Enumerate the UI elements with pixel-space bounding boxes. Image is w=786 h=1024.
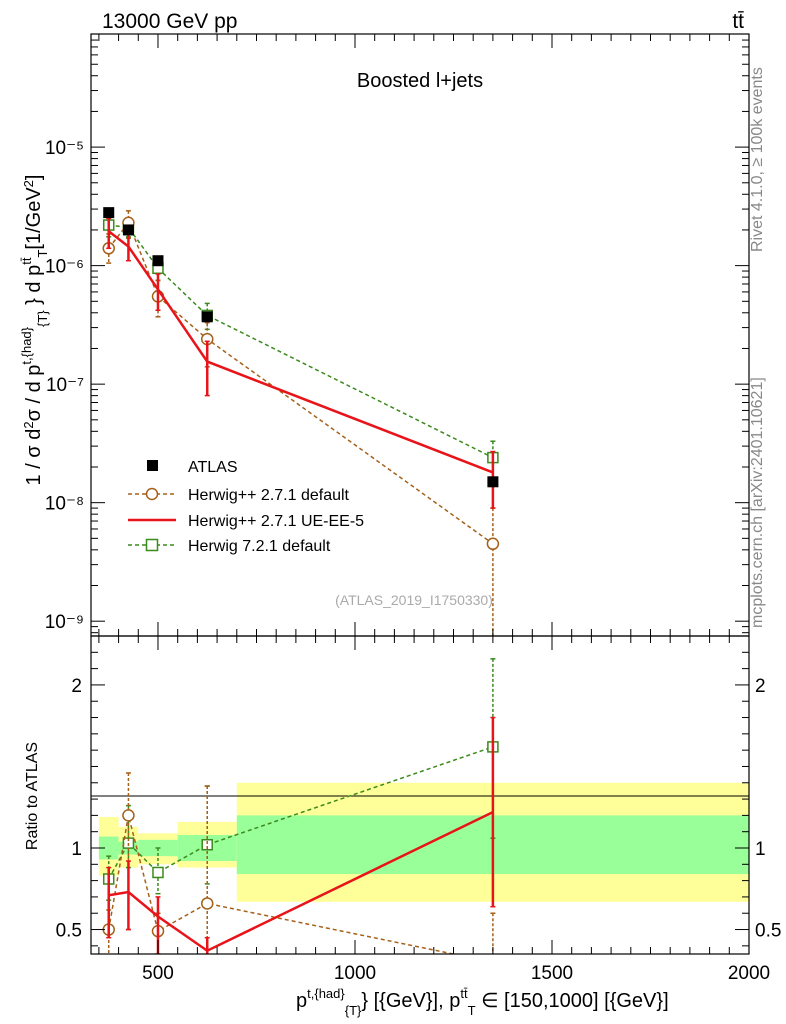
ratio-point-herwig-7-2-1-default-3 bbox=[201, 838, 213, 851]
axes-layer: 10⁻⁹ 10⁻⁸ 10⁻⁷ 10⁻⁶ 10⁻⁵ 500 1000 1500 2000 0.5 0.… bbox=[45, 33, 781, 984]
ratio-xlabel: pt,{had}{T}} [{GeV}], ptt̄T ∈ [150,1000]… bbox=[296, 986, 669, 1018]
energy-label: 13000 GeV pp bbox=[102, 10, 237, 33]
ratio-ytick-label-right-1: 1 bbox=[755, 839, 766, 860]
source-info: mcplots.cern.ch [arXiv:2401.10621] bbox=[749, 377, 766, 628]
main-ytick-label-0: 10⁻⁹ bbox=[45, 612, 84, 633]
main-point-atlas-1 bbox=[122, 224, 134, 236]
legend-item-herwig7-default: Herwig 7.2.1 default bbox=[128, 538, 331, 555]
ratio-ylabel: Ratio to ATLAS bbox=[24, 742, 41, 850]
legend-label-atlas: ATLAS bbox=[188, 459, 238, 476]
main-ylabel: 1 / σ d2σ / d pt,{had}{T} } d ptt̄T[1/Ge… bbox=[19, 175, 50, 486]
ratio-series-layer bbox=[102, 658, 499, 968]
legend-label-herwigpp-ueee5: Herwig++ 2.7.1 UE-EE-5 bbox=[188, 513, 364, 530]
legend-item-herwigpp-ueee5: Herwig++ 2.7.1 UE-EE-5 bbox=[128, 513, 364, 530]
ratio-xtick-label-2: 1500 bbox=[531, 963, 573, 984]
ratio-uncertainty-bands bbox=[98, 782, 749, 902]
legend-item-herwigpp-default: Herwig++ 2.7.1 default bbox=[128, 487, 350, 504]
ratio-xtick-label-3: 2000 bbox=[728, 963, 770, 984]
panel-label: Boosted l+jets bbox=[357, 70, 483, 92]
ratio-point-herwigpp-2-7-1-default-4 bbox=[487, 957, 498, 968]
legend-item-atlas: ATLAS bbox=[147, 459, 238, 476]
ratio-point-herwigpp-2-7-1-default-3 bbox=[200, 897, 214, 910]
process-label: tt̄ bbox=[732, 10, 744, 33]
main-ytick-label-3: 10⁻⁶ bbox=[45, 257, 84, 278]
main-line-herwigpp-2-7-1-ue-ee-5 bbox=[107, 230, 494, 474]
analysis-id: (ATLAS_2019_I1750330) bbox=[335, 592, 493, 608]
main-ytick-label-4: 10⁻⁵ bbox=[45, 138, 84, 159]
legend-marker-atlas bbox=[147, 460, 158, 471]
main-point-atlas-0 bbox=[103, 207, 115, 219]
ratio-frame bbox=[90, 635, 750, 955]
ratio-ytick-label-left-1: 1 bbox=[71, 839, 82, 860]
band-stat-0 bbox=[98, 836, 119, 860]
main-line-herwigpp-2-7-1-default bbox=[108, 221, 494, 545]
main-point-atlas-3 bbox=[201, 311, 213, 323]
main-line-herwig-7-2-1-default bbox=[108, 224, 494, 459]
ratio-line-herwigpp-2-7-1-default bbox=[107, 815, 457, 954]
ratio-ytick-label-right-2: 2 bbox=[755, 676, 766, 697]
ratio-xtick-label-0: 500 bbox=[142, 963, 174, 984]
main-ytick-label-2: 10⁻⁷ bbox=[46, 375, 84, 396]
legend-label-herwigpp-default: Herwig++ 2.7.1 default bbox=[188, 487, 350, 504]
ratio-point-herwig-7-2-1-default-2 bbox=[152, 866, 164, 879]
ratio-point-herwigpp-2-7-1-default-1 bbox=[122, 809, 135, 822]
ratio-xtick-label-1: 1000 bbox=[334, 963, 376, 984]
main-point-herwigpp-2-7-1-default-4 bbox=[486, 537, 500, 551]
legend-marker-herwig7-default bbox=[145, 538, 159, 552]
main-ytick-label-1: 10⁻⁸ bbox=[45, 494, 84, 515]
main-series-layer bbox=[102, 207, 500, 636]
legend-marker-herwigpp-default bbox=[145, 487, 159, 501]
ratio-ytick-label-left-0: 0.5 bbox=[56, 921, 82, 942]
main-point-atlas-4 bbox=[487, 476, 499, 488]
legend-label-herwig7-default: Herwig 7.2.1 default bbox=[188, 538, 331, 555]
ratio-ytick-label-left-2: 2 bbox=[71, 676, 82, 697]
main-point-atlas-2 bbox=[152, 255, 164, 267]
ratio-ytick-label-right-0: 0.5 bbox=[755, 921, 781, 942]
legend: ATLAS Herwig++ 2.7.1 default Herwig++ 2.… bbox=[128, 459, 364, 555]
ratio-line-herwig-7-2-1-default bbox=[108, 746, 494, 880]
rivet-info: Rivet 4.1.0, ≥ 100k events bbox=[749, 67, 766, 252]
